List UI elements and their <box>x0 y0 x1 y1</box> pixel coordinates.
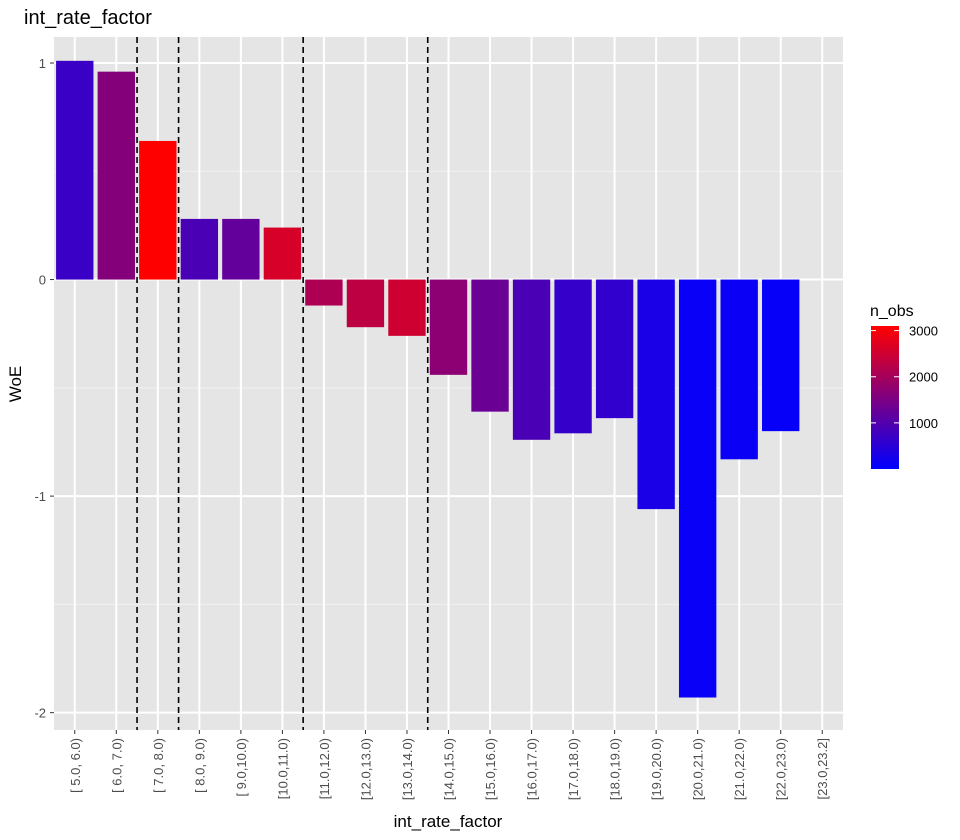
legend-tick-label: 2000 <box>909 370 938 385</box>
bar <box>762 279 800 432</box>
bar <box>678 279 717 698</box>
y-tick-label: -2 <box>34 706 46 721</box>
bar <box>263 227 302 280</box>
bar <box>595 279 634 419</box>
x-tick-label: [22.0,23.0) <box>774 738 789 800</box>
legend-title: n_obs <box>870 303 914 320</box>
x-tick-label: [13.0,14.0) <box>400 738 415 800</box>
bar <box>222 218 260 280</box>
legend-colorbar <box>871 326 899 469</box>
bar <box>346 279 385 328</box>
x-tick-label: [ 9.0,10.0) <box>234 738 249 797</box>
x-axis: [ 5.0, 6.0) [ 6.0, 7.0) [ 7.0, 8.0) [ 8.0, … <box>68 730 830 800</box>
bar <box>554 279 592 434</box>
bar-series <box>56 60 800 698</box>
x-tick-label: [15.0,16.0) <box>483 738 498 800</box>
x-tick-label: [23.0,23.2] <box>815 738 830 799</box>
x-tick-label: [17.0,18.0) <box>566 738 581 800</box>
x-tick-label: [ 6.0, 7.0) <box>109 738 124 793</box>
y-axis-title: WoE <box>6 366 25 403</box>
x-axis-title: int_rate_factor <box>394 812 503 831</box>
dashed-cutoff-lines <box>136 37 429 730</box>
color-legend: n_obs 1000 2000 3000 <box>870 303 938 469</box>
x-tick-label: [12.0,13.0) <box>358 738 373 800</box>
bar <box>388 279 426 336</box>
x-tick-label: [ 5.0, 6.0) <box>68 738 83 793</box>
x-tick-label: [14.0,15.0) <box>442 738 457 800</box>
x-tick-label: [19.0,20.0) <box>649 738 664 800</box>
y-tick-label: -1 <box>34 489 46 504</box>
x-tick-label: [20.0,21.0) <box>691 738 706 800</box>
bar <box>180 218 219 280</box>
bar <box>139 140 177 280</box>
legend-tick-label: 3000 <box>909 324 938 339</box>
bar <box>305 279 343 306</box>
x-tick-label: [16.0,17.0) <box>525 738 540 800</box>
bar <box>429 279 468 375</box>
x-tick-label: [ 8.0, 9.0) <box>192 738 207 793</box>
y-axis: 1 0 -1 -2 <box>34 56 54 721</box>
x-tick-label: [10.0,11.0) <box>275 738 290 799</box>
bar <box>471 279 509 412</box>
bar <box>512 279 551 440</box>
bar <box>56 60 94 280</box>
x-tick-label: [18.0,19.0) <box>608 738 623 800</box>
x-tick-label: [11.0,12.0) <box>317 738 332 799</box>
bar <box>637 279 675 510</box>
x-tick-label: [21.0,22.0) <box>732 738 747 800</box>
bar <box>720 279 758 460</box>
bar <box>97 71 135 280</box>
legend-tick-label: 1000 <box>909 416 938 431</box>
chart-title: int_rate_factor <box>24 7 152 29</box>
x-tick-label: [ 7.0, 8.0) <box>151 738 166 793</box>
y-tick-label: 0 <box>39 273 46 288</box>
y-tick-label: 1 <box>39 56 46 71</box>
